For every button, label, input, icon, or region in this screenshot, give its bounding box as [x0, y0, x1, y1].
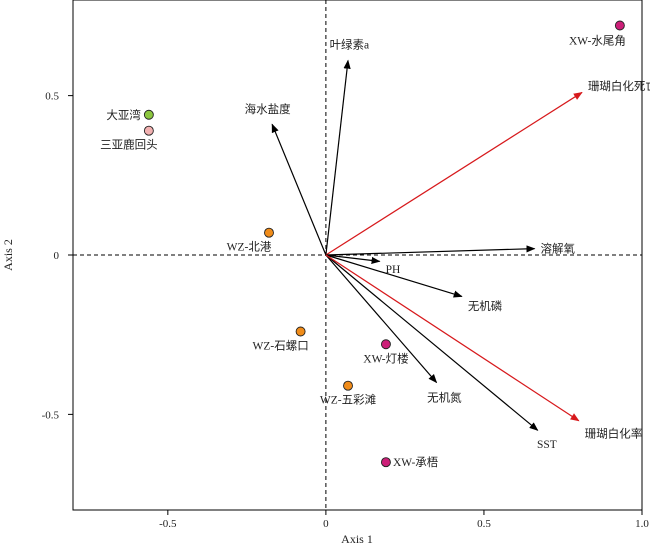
vector-sst	[325, 254, 539, 431]
vector-叶绿素a	[325, 59, 351, 256]
vector-珊瑚白化死亡率	[325, 91, 583, 256]
site-point-三亚鹿回头	[143, 125, 154, 136]
x-tick-label: 0	[323, 518, 329, 530]
vector-label-珊瑚白化率: 珊瑚白化率	[585, 426, 643, 440]
site-label-wz-石螺口: WZ-石螺口	[252, 340, 308, 353]
site-point-xw-承梧	[381, 457, 391, 468]
vector-ph	[325, 254, 381, 264]
vector-溶解氧	[325, 245, 536, 256]
x-tick-label: -0.5	[159, 518, 177, 530]
site-point-大亚湾	[143, 109, 154, 120]
site-point-wz-北港	[264, 227, 274, 238]
y-tick-label: 0.5	[45, 91, 59, 103]
site-point-xw-水尾角	[614, 20, 625, 31]
y-tick-label: -0.5	[42, 409, 60, 421]
vector-label-海水盐度: 海水盐度	[245, 102, 291, 116]
site-label-xw-水尾角: XW-水尾角	[569, 35, 626, 48]
vector-label-叶绿素a: 叶绿素a	[330, 38, 370, 52]
vector-无机氮	[325, 254, 438, 384]
vector-label-溶解氧: 溶解氧	[541, 241, 576, 255]
site-point-xw-灯楼	[381, 339, 391, 350]
x-axis-title: Axis 1	[341, 532, 373, 546]
site-point-wz-石螺口	[295, 326, 306, 337]
vector-label-ph: PH	[386, 264, 401, 276]
site-label-xw-承梧: XW-承梧	[393, 455, 439, 469]
x-tick-label: 0.5	[477, 518, 491, 530]
y-tick-label: 0	[54, 250, 60, 262]
site-label-xw-灯楼: XW-灯楼	[363, 351, 409, 365]
vector-label-无机氮: 无机氮	[427, 391, 462, 405]
x-axis-ticks: -0.5 0 0.5 1.0	[159, 510, 649, 530]
site-label-wz-五彩滩: WZ-五彩滩	[320, 393, 376, 407]
site-label-大亚湾: 大亚湾	[106, 108, 141, 122]
y-axis-ticks: -0.5 0 0.5	[42, 91, 73, 421]
site-point-wz-五彩滩	[343, 380, 353, 391]
vector-label-无机磷: 无机磷	[468, 299, 503, 313]
site-label-wz-北港: WZ-北港	[227, 241, 272, 254]
vector-珊瑚白化率	[325, 254, 580, 422]
x-tick-label: 1.0	[635, 518, 649, 530]
y-axis-title: Axis 2	[1, 239, 15, 271]
vector-label-珊瑚白化死亡率: 珊瑚白化死亡率	[588, 79, 650, 93]
vector-无机磷	[325, 254, 463, 298]
vector-label-sst: SST	[537, 439, 557, 451]
vector-海水盐度	[271, 123, 327, 256]
site-label-三亚鹿回头: 三亚鹿回头	[100, 138, 158, 152]
